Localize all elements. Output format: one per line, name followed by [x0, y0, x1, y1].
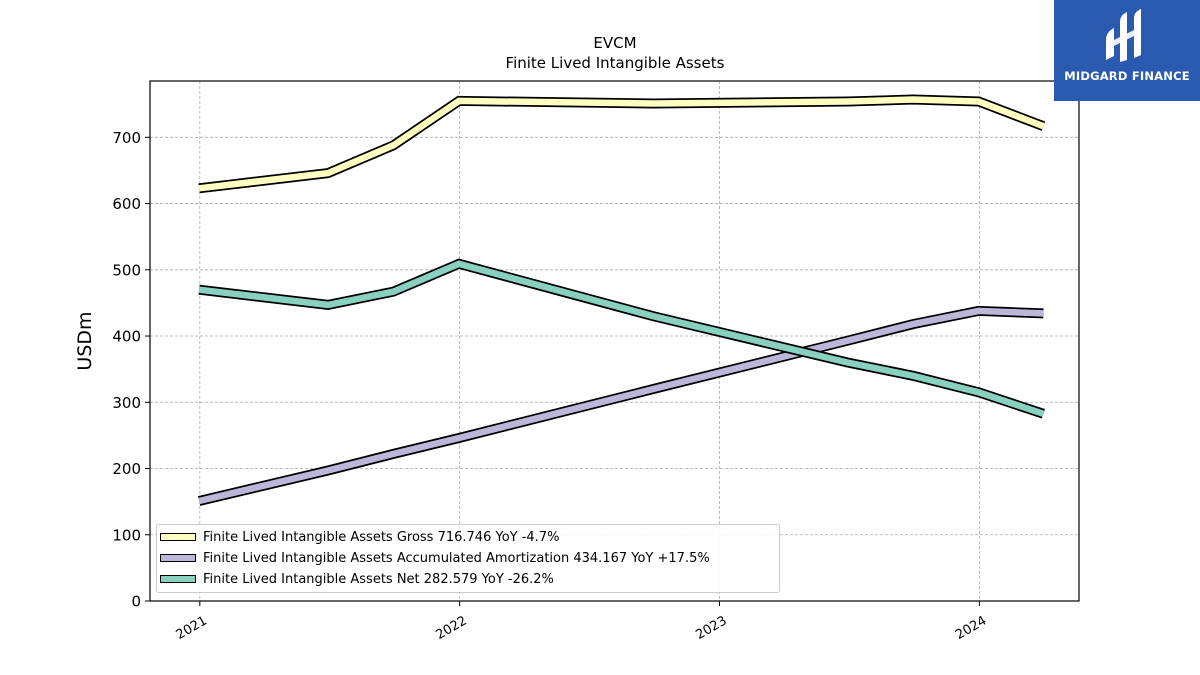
series-2-outline: [198, 258, 1045, 419]
brand-logo: MIDGARD FINANCE: [1054, 0, 1200, 101]
brand-mark-icon: [1106, 9, 1141, 62]
y-tick-label: 700: [112, 129, 141, 147]
legend: Finite Lived Intangible Assets Gross 716…: [156, 524, 780, 593]
y-tick-label: 100: [112, 526, 141, 544]
x-tick-label: 2022: [434, 613, 470, 643]
series-1-line: [198, 307, 1044, 505]
y-tick-label: 0: [131, 593, 141, 611]
legend-label-gross: Finite Lived Intangible Assets Gross 716…: [203, 530, 560, 545]
series-2-line: [198, 260, 1045, 417]
x-axis: 2021 2022 2023 2024: [174, 601, 989, 643]
grid: [150, 81, 1079, 601]
plot-frame: [149, 80, 1080, 602]
x-tick-label: 2023: [693, 613, 729, 643]
y-tick-label: 500: [112, 261, 141, 279]
brand-logo-text: MIDGARD FINANCE: [1064, 69, 1190, 83]
series-0-line: [198, 96, 1045, 192]
legend-label-net: Finite Lived Intangible Assets Net 282.5…: [203, 572, 554, 587]
y-tick-label: 600: [112, 195, 141, 213]
legend-swatch-gross: [160, 533, 196, 541]
y-tick-label: 400: [112, 328, 141, 346]
chart-subtitle: Finite Lived Intangible Assets: [506, 54, 725, 72]
y-tick-label: 300: [112, 394, 141, 412]
y-axis-label: USDm: [74, 311, 96, 370]
legend-swatch-net: [160, 575, 196, 583]
x-tick-label: 2024: [953, 613, 989, 643]
legend-swatch-amortization: [160, 554, 196, 562]
chart-title: EVCM: [593, 34, 636, 52]
legend-label-amortization: Finite Lived Intangible Assets Accumulat…: [203, 551, 710, 566]
y-tick-label: 200: [112, 460, 141, 478]
series-layer: [197, 94, 1046, 506]
x-tick-label: 2021: [174, 613, 210, 643]
y-axis: 0 100 200 300 400 500 600 700: [112, 129, 150, 611]
